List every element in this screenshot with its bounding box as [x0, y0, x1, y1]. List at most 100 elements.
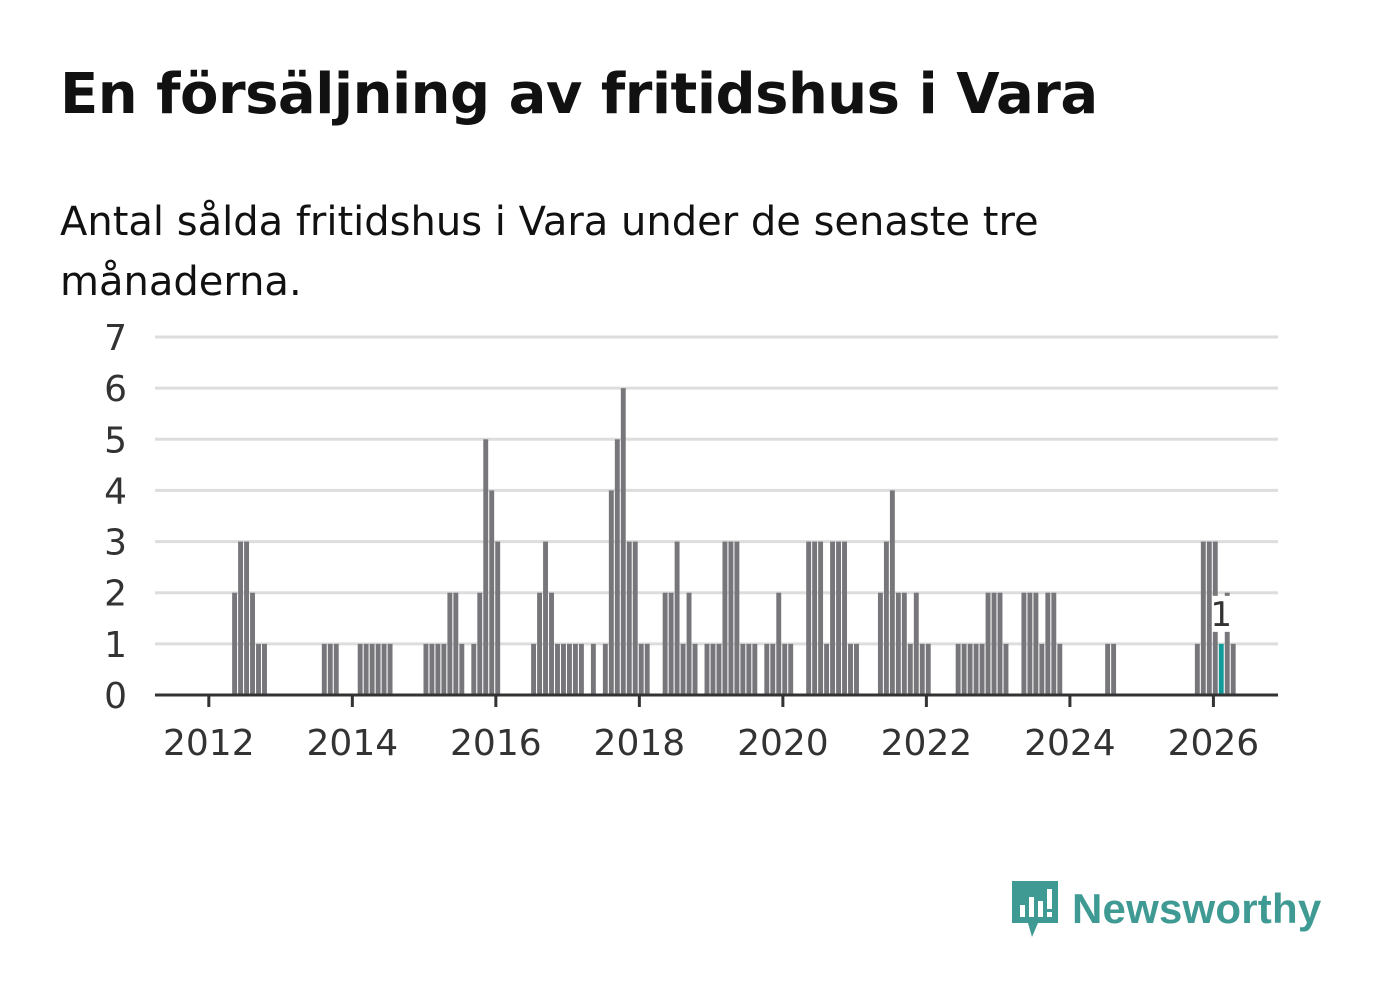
brand-name: Newsworthy: [1072, 885, 1322, 932]
axes: [155, 693, 1278, 707]
bar: [883, 541, 889, 695]
bar: [812, 541, 818, 695]
bar: [429, 643, 435, 695]
bar: [1051, 592, 1057, 695]
bar: [369, 643, 375, 695]
bar: [608, 490, 614, 695]
bar: [537, 592, 543, 695]
bar: [1206, 541, 1212, 695]
bar: [333, 643, 339, 695]
x-tick-label: 2024: [1024, 723, 1116, 764]
bar: [746, 643, 752, 695]
bar: [572, 643, 578, 695]
bar: [447, 592, 453, 695]
bar: [668, 592, 674, 695]
bar: [704, 643, 710, 695]
bar: [973, 643, 979, 695]
chart-subtitle: Antal sålda fritidshus i Vara under de s…: [60, 199, 1039, 305]
bar: [967, 643, 973, 695]
bar: [620, 388, 626, 695]
bar: [985, 592, 991, 695]
bar: [387, 643, 393, 695]
bar: [483, 439, 489, 695]
x-tick-label: 2020: [737, 723, 829, 764]
bar: [991, 592, 997, 695]
x-tick-label: 2026: [1168, 723, 1260, 764]
bar: [549, 592, 554, 695]
newsworthy-logo-icon: [1012, 881, 1058, 937]
bar: [1194, 643, 1200, 695]
bar: [471, 643, 477, 695]
bar: [788, 643, 794, 695]
bar: [770, 643, 776, 695]
bar: [979, 643, 985, 695]
bar: [531, 643, 537, 695]
bar: [716, 643, 722, 695]
bar: [752, 643, 758, 695]
bar: [614, 439, 620, 695]
bar: [686, 592, 692, 695]
bar: [555, 643, 560, 695]
bar: [1027, 592, 1033, 695]
bar: [662, 592, 668, 695]
bar: [1039, 643, 1045, 695]
bar: [626, 541, 632, 695]
bar: [1111, 643, 1117, 695]
x-tick-label: 2022: [881, 723, 973, 764]
highlight-bar: [1218, 643, 1224, 695]
bar: [740, 643, 746, 695]
bar: [590, 643, 596, 695]
bar: [375, 643, 381, 695]
bar: [632, 541, 638, 695]
bar: [1033, 592, 1039, 695]
labels: 0 1 2 3 4 5 6 7 1 2012 2014 2016 2018 2020 2022 2024 202…: [104, 318, 1259, 764]
bar: [925, 643, 931, 695]
bar: [961, 643, 967, 695]
bar: [901, 592, 907, 695]
y-tick-label: 5: [104, 420, 127, 461]
bar: [692, 643, 698, 695]
bar: [441, 643, 447, 695]
y-tick-label: 2: [104, 574, 127, 615]
bar: [232, 592, 238, 695]
bar: [889, 490, 895, 695]
bar: [722, 541, 728, 695]
bar: [919, 643, 925, 695]
bar: [453, 592, 459, 695]
bar: [830, 541, 836, 695]
bar: [262, 643, 267, 695]
bar: [1230, 643, 1236, 695]
bar: [578, 643, 584, 695]
bar: [244, 541, 250, 695]
y-tick-label: 1: [104, 625, 127, 666]
bar: [495, 541, 501, 695]
bar: [674, 541, 680, 695]
bar: [895, 592, 901, 695]
bar: [321, 643, 327, 695]
bar: [459, 643, 465, 695]
bar: [256, 643, 261, 695]
x-tick-label: 2012: [163, 723, 255, 764]
bar: [907, 643, 913, 695]
x-tick-label: 2016: [450, 723, 542, 764]
bar: [435, 643, 441, 695]
bar: [1045, 592, 1051, 695]
bar: [877, 592, 883, 695]
bar: [680, 643, 686, 695]
bar: [363, 643, 369, 695]
bar: [997, 592, 1003, 695]
bar: [806, 541, 812, 695]
bar: [1021, 592, 1027, 695]
bar: [381, 643, 387, 695]
y-tick-label: 0: [104, 676, 127, 717]
newsworthy-logo[interactable]: Newsworthy: [1010, 878, 1321, 940]
bar: [854, 643, 859, 695]
highlight-bar-label: 1: [1210, 595, 1232, 635]
y-tick-label: 6: [104, 369, 127, 410]
bar: [477, 592, 483, 695]
highlight-label-bg: [1212, 595, 1231, 632]
x-tick-label: 2014: [307, 723, 399, 764]
y-tick-label: 4: [104, 471, 127, 512]
y-tick-label: 7: [104, 318, 127, 359]
bar: [764, 643, 770, 695]
